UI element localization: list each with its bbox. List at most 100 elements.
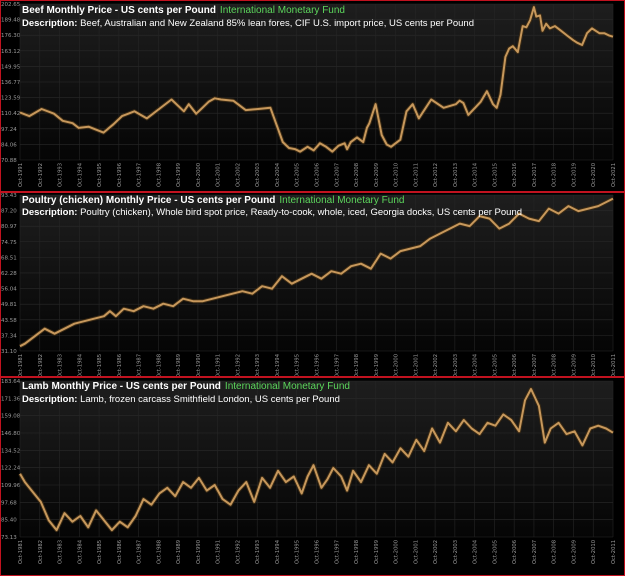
x-tick-label: Oct-2005 (492, 540, 498, 564)
x-tick-label: Oct-2009 (571, 540, 577, 564)
x-tick-label: Oct-1988 (156, 540, 162, 564)
y-tick-label: 37.34 (1, 333, 17, 339)
x-tick-label: Oct-1991 (18, 163, 24, 187)
x-tick-label: Oct-1996 (315, 354, 321, 377)
description-text: Lamb, frozen carcass Smithfield London, … (80, 394, 340, 405)
x-tick-label: Oct-2003 (453, 540, 459, 564)
y-tick-label: 122.24 (1, 466, 21, 472)
y-tick-label: 74.75 (1, 240, 17, 246)
x-tick-label: Oct-2004 (275, 162, 281, 187)
x-tick-label: Oct-2002 (433, 354, 439, 377)
x-tick-label: Oct-2012 (433, 163, 439, 187)
poultry-chart-panel: 93.43 87.20 80.97 74.75 68.51 62.28 56.04 49.81… (0, 192, 625, 377)
y-tick-label: 80.97 (1, 224, 17, 230)
x-tick-label: Oct-2004 (473, 353, 479, 377)
x-tick-label: Oct-2008 (552, 540, 558, 564)
x-tick-label: Oct-1989 (176, 354, 182, 377)
description-text: Poultry (chicken), Whole bird spot price… (80, 207, 523, 218)
x-tick-label: Oct-1982 (38, 354, 44, 377)
source-link[interactable]: International Monetary Fund (279, 195, 405, 206)
y-tick-label: 93.43 (1, 193, 17, 199)
x-tick-label: Oct-1989 (176, 540, 182, 564)
y-tick-label: 136.77 (1, 80, 21, 86)
x-tick-label: Oct-1982 (38, 540, 44, 564)
lamb-chart: 183.64 171.36 159.08 146.80 134.52 122.24 109.… (0, 377, 625, 576)
x-tick-label: Oct-1985 (97, 354, 103, 377)
x-tick-label: Oct-2008 (552, 354, 558, 377)
x-tick-label: Oct-2020 (591, 163, 597, 187)
x-tick-label: Oct-2018 (552, 163, 558, 187)
description-text: Beef, Australian and New Zealand 85% lea… (80, 18, 474, 29)
y-tick-label: 110.42 (1, 111, 20, 117)
description-label: Description: (22, 394, 78, 405)
lamb-chart-description: Description: Lamb, frozen carcass Smithf… (22, 394, 340, 405)
y-tick-label: 183.64 (1, 379, 21, 385)
beef-chart-title: Beef Monthly Price - US cents per Pound I… (22, 5, 345, 16)
x-tick-label: Oct-2017 (532, 163, 538, 187)
x-tick-label: Oct-2009 (374, 163, 380, 187)
x-tick-label: Oct-2006 (512, 354, 518, 377)
x-tick-label: Oct-2002 (433, 540, 439, 564)
y-tick-label: 49.81 (1, 302, 17, 308)
x-tick-label: Oct-2001 (413, 540, 419, 564)
y-tick-label: 134.52 (1, 448, 20, 454)
x-tick-label: Oct-1981 (18, 354, 24, 377)
y-tick-label: 31.10 (1, 349, 17, 355)
x-tick-label: Oct-1995 (295, 354, 301, 377)
x-tick-label: Oct-1992 (235, 540, 241, 564)
chart-title-text: Beef Monthly Price - US cents per Pound (22, 5, 216, 16)
x-tick-label: Oct-1999 (374, 354, 380, 377)
y-tick-label: 68.51 (1, 255, 17, 261)
x-tick-label: Oct-1987 (137, 354, 143, 377)
source-link[interactable]: International Monetary Fund (219, 5, 345, 16)
x-tick-label: Oct-2010 (394, 163, 400, 187)
y-tick-label: 176.30 (1, 33, 21, 39)
x-tick-label: Oct-1986 (117, 354, 123, 377)
x-tick-label: Oct-2011 (611, 540, 617, 564)
x-tick-label: Oct-1983 (58, 354, 64, 377)
x-tick-label: Oct-1986 (117, 540, 123, 564)
y-tick-label: 62.28 (1, 271, 17, 277)
x-tick-label: Oct-2005 (492, 354, 498, 377)
lamb-chart-title: Lamb Monthly Price - US cents per Pound I… (22, 381, 350, 392)
x-tick-label: Oct-1997 (334, 540, 340, 564)
x-tick-label: Oct-1984 (77, 539, 83, 564)
y-tick-label: 189.48 (1, 18, 21, 24)
poultry-chart-description: Description: Poultry (chicken), Whole bi… (22, 207, 522, 218)
y-tick-label: 84.06 (1, 142, 17, 148)
x-tick-label: Oct-1995 (295, 540, 301, 564)
x-tick-label: Oct-1990 (196, 540, 202, 564)
x-tick-label: Oct-2016 (512, 163, 518, 187)
x-tick-label: Oct-1981 (18, 540, 24, 564)
y-tick-label: 73.13 (1, 535, 17, 541)
beef-chart-panel: 202.65 189.48 176.30 163.12 149.95 136.77 123.… (0, 0, 625, 192)
x-tick-label: Oct-2013 (453, 163, 459, 187)
y-tick-label: 87.20 (1, 209, 17, 215)
x-tick-label: Oct-2011 (413, 163, 419, 187)
y-tick-label: 163.12 (1, 49, 20, 55)
poultry-chart-title: Poultry (chicken) Monthly Price - US cen… (22, 195, 404, 206)
x-tick-label: Oct-1998 (354, 540, 360, 564)
x-tick-label: Oct-1987 (137, 540, 143, 564)
x-tick-label: Oct-1992 (38, 163, 44, 187)
x-tick-label: Oct-1990 (196, 354, 202, 377)
y-tick-label: 123.59 (1, 96, 21, 102)
x-tick-label: Oct-1988 (156, 354, 162, 377)
y-tick-label: 149.95 (1, 64, 21, 70)
x-tick-label: Oct-1998 (156, 163, 162, 187)
series-line (19, 197, 614, 348)
series-line (19, 388, 614, 532)
x-tick-label: Oct-2005 (295, 163, 301, 187)
x-tick-label: Oct-1998 (354, 354, 360, 377)
x-tick-label: Oct-2007 (532, 354, 538, 377)
x-tick-label: Oct-2010 (591, 540, 597, 564)
y-tick-label: 97.68 (1, 500, 17, 506)
x-tick-label: Oct-2001 (413, 354, 419, 377)
x-tick-label: Oct-2006 (315, 163, 321, 187)
x-tick-label: Oct-2003 (255, 163, 261, 187)
x-tick-label: Oct-1994 (275, 539, 281, 564)
source-link[interactable]: International Monetary Fund (224, 381, 350, 392)
description-label: Description: (22, 18, 78, 29)
x-tick-label: Oct-2008 (354, 163, 360, 187)
x-tick-label: Oct-2007 (334, 163, 340, 187)
